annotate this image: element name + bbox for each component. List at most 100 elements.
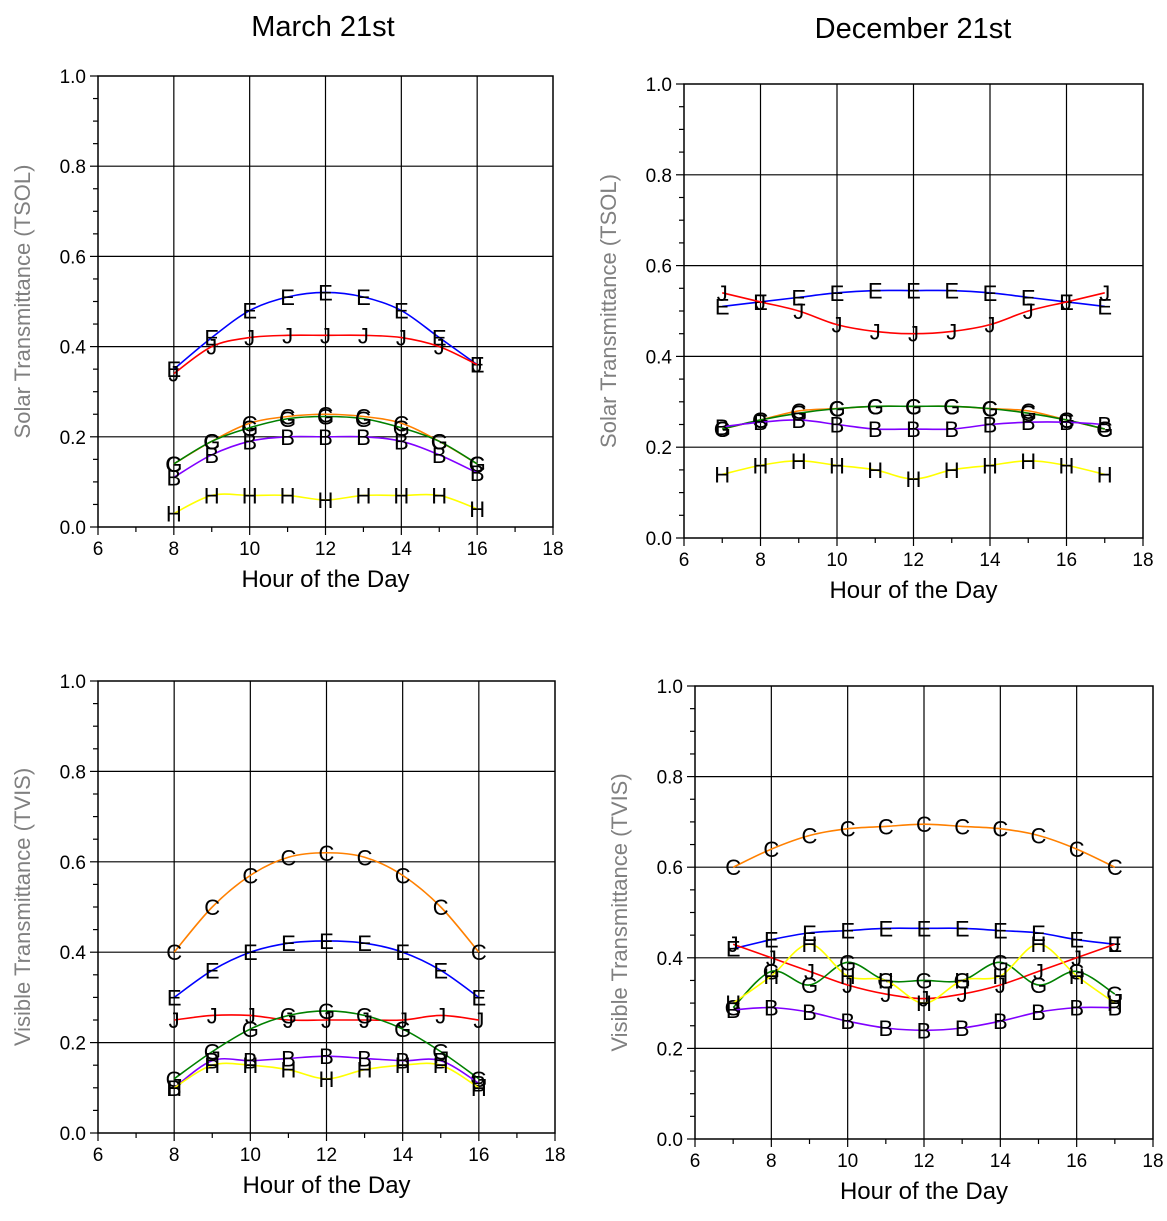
x-tick-label: 6 <box>679 550 690 571</box>
data-point-G: G <box>241 416 258 441</box>
data-point-B: B <box>878 1016 893 1041</box>
data-point-G: G <box>280 1003 297 1028</box>
data-point-J: J <box>842 973 853 998</box>
y-tick-label: 0.6 <box>60 853 86 874</box>
series-line-E <box>173 291 478 370</box>
data-point-B: B <box>167 1076 182 1101</box>
series-line-E <box>732 927 1115 950</box>
data-point-G: G <box>1096 417 1113 442</box>
data-point-B: B <box>356 425 371 450</box>
x-axis-label: Hour of the Day <box>242 1172 410 1199</box>
series-H: HH H H H H H HH <box>166 483 485 526</box>
data-point-G: G <box>943 394 960 419</box>
series-line-B <box>722 419 1105 431</box>
data-point-J: J <box>1071 946 1082 971</box>
data-point-E: E <box>955 916 970 941</box>
data-point-C: C <box>840 817 856 842</box>
data-point-B: B <box>830 413 845 438</box>
data-point-G: G <box>432 1040 449 1065</box>
data-point-B: B <box>471 1071 486 1096</box>
data-point-E: E <box>840 919 855 944</box>
charts-grid: 6 8 10 12 14 16 18 0.0 0.2 0.4 0.6 0.8 1.0 Hour of th… <box>10 67 1164 1205</box>
data-point-B: B <box>791 408 806 433</box>
data-point-G: G <box>867 394 884 419</box>
data-point-H: H <box>471 1076 487 1101</box>
data-point-H: H <box>355 483 371 508</box>
data-point-J: J <box>245 1003 256 1028</box>
y-tick-label: 0.6 <box>657 858 683 879</box>
data-point-E: E <box>281 931 296 956</box>
data-point-C: C <box>802 823 818 848</box>
data-point-G: G <box>355 407 372 432</box>
y-tick-label: 0.8 <box>646 166 672 187</box>
data-point-H: H <box>357 1058 373 1083</box>
data-point-C: C <box>318 402 334 427</box>
data-point-J: J <box>755 290 766 315</box>
x-tick-label: 12 <box>316 1145 337 1166</box>
data-point-J: J <box>717 281 728 306</box>
x-tick-label: 6 <box>690 1151 701 1172</box>
data-point-E: E <box>166 357 181 382</box>
data-point-C: C <box>954 814 970 839</box>
column-title-december: December 21st <box>815 13 1012 45</box>
data-point-B: B <box>395 1049 410 1074</box>
x-tick-label: 8 <box>169 539 180 560</box>
y-tick-label: 0.2 <box>646 438 672 459</box>
series-line-B <box>733 1006 1115 1032</box>
data-point-H: H <box>982 453 998 478</box>
series-J: J J J J J J J J J J J <box>717 281 1111 347</box>
data-point-H: H <box>166 501 182 526</box>
y-tick-label: 0.2 <box>657 1039 683 1060</box>
data-point-B: B <box>868 417 883 442</box>
series-J: J J J J J J J J J J J <box>728 932 1121 1011</box>
chart-panel-0: 6 8 10 12 14 16 18 0.0 0.2 0.4 0.6 0.8 1.0 Hour of th… <box>10 67 564 593</box>
series-line-G <box>173 1010 480 1080</box>
data-point-H: H <box>1059 453 1075 478</box>
data-point-E: E <box>993 919 1008 944</box>
data-point-G: G <box>165 452 182 477</box>
x-tick-label: 14 <box>392 1145 414 1166</box>
data-point-B: B <box>802 1000 817 1025</box>
data-point-J: J <box>832 313 843 338</box>
data-point-H: H <box>431 483 447 508</box>
data-point-G: G <box>393 416 410 441</box>
data-point-J: J <box>207 1003 218 1028</box>
data-point-G: G <box>725 996 742 1021</box>
data-point-G: G <box>839 950 856 975</box>
y-tick-label: 0.8 <box>60 762 86 783</box>
data-point-E: E <box>243 940 258 965</box>
data-point-J: J <box>320 323 331 348</box>
data-point-H: H <box>1069 964 1085 989</box>
data-point-G: G <box>242 1017 259 1042</box>
data-point-C: C <box>355 405 371 430</box>
data-point-B: B <box>715 415 730 440</box>
x-tick-label: 8 <box>169 1145 180 1166</box>
data-point-G: G <box>431 429 448 454</box>
data-point-C: C <box>242 863 258 888</box>
data-point-E: E <box>395 940 410 965</box>
x-tick-label: 18 <box>542 539 563 560</box>
data-point-G: G <box>915 968 932 993</box>
y-axis-label: Solar Transmittance (TSOL) <box>596 174 621 448</box>
y-tick-label: 0.8 <box>657 768 683 789</box>
data-point-J: J <box>168 362 179 387</box>
data-point-J: J <box>359 1008 370 1033</box>
data-point-B: B <box>955 1016 970 1041</box>
data-point-H: H <box>992 964 1008 989</box>
data-point-H: H <box>318 488 334 513</box>
data-point-J: J <box>919 987 930 1012</box>
data-point-J: J <box>283 1008 294 1033</box>
data-point-E: E <box>356 285 371 310</box>
y-tick-label: 1.0 <box>60 67 86 88</box>
data-point-C: C <box>1069 837 1085 862</box>
data-point-E: E <box>791 285 806 310</box>
data-point-H: H <box>906 467 922 492</box>
series-line-H <box>173 1062 480 1089</box>
data-point-H: H <box>1097 462 1113 487</box>
y-axis-label: Solar Transmittance (TSOL) <box>10 165 35 439</box>
data-point-E: E <box>764 928 779 953</box>
data-point-H: H <box>280 483 296 508</box>
